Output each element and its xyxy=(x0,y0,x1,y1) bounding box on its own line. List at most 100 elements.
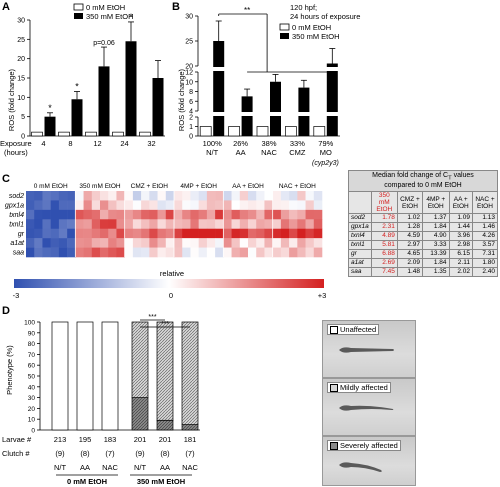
heatmap-cell xyxy=(116,228,125,239)
a-bar-control xyxy=(58,131,70,137)
legend-label-control-b: 0 mM EtOH xyxy=(292,23,331,32)
panel-letter-d: D xyxy=(2,305,10,317)
legend-label-etoh-b: 350 mM EtOH xyxy=(292,32,340,41)
heatmap-row-label: gpx1a xyxy=(5,203,24,210)
legend-swatch-etoh xyxy=(74,13,83,19)
heatmap-cell xyxy=(124,191,134,201)
b-xtick-label: AA xyxy=(236,148,246,157)
heatmap-cell xyxy=(305,191,315,201)
d-ytick-label: 90 xyxy=(28,330,36,337)
heatmap-cell xyxy=(239,238,249,248)
legend-label-control: 0 mM EtOH xyxy=(86,3,125,12)
heatmap-cell xyxy=(231,238,241,248)
heatmap-cell xyxy=(149,209,158,220)
heatmap-cell xyxy=(157,247,167,258)
d-larvae-count: 183 xyxy=(104,435,117,444)
heatmap-cell xyxy=(190,228,199,239)
heatmap-row-label: txnl4 xyxy=(9,212,24,219)
heatmap-cell xyxy=(157,200,167,211)
heatmap-cell xyxy=(26,228,35,239)
d-sig-annotation: *** xyxy=(161,321,169,328)
heatmap-cell xyxy=(239,219,249,230)
table-value-cell: 1.09 xyxy=(448,213,473,224)
heatmap-group-label: NAC + EtOH xyxy=(279,183,316,190)
table-column-header: NAC + EtOH xyxy=(471,191,499,215)
heatmap-cell xyxy=(248,238,257,248)
heatmap-cell xyxy=(198,247,208,258)
heatmap-cell xyxy=(149,228,158,239)
photo-label-severely: Severely affected xyxy=(327,440,401,451)
heatmap-cell xyxy=(174,209,183,220)
heatmap-cell xyxy=(34,200,43,211)
heatmap-cell xyxy=(223,191,232,201)
heatmap-cell xyxy=(26,219,35,230)
heatmap-cell xyxy=(75,238,84,248)
heatmap-cell xyxy=(272,209,282,220)
a-bar-etoh xyxy=(71,99,83,136)
table-gene-cell: gr xyxy=(348,249,372,260)
d-stacked-segment xyxy=(156,321,174,421)
table-value-cell: 4.26 xyxy=(471,231,499,242)
b-pct-label: 33% xyxy=(290,139,305,148)
heatmap-cell xyxy=(75,247,84,258)
heatmap-cell xyxy=(190,191,199,201)
heatmap-group-label: 350 mM EtOH xyxy=(79,183,120,190)
panel-b-subtitle-2: 24 hours of exposure xyxy=(290,12,360,21)
heatmap-cell xyxy=(248,200,257,211)
heatmap-cell xyxy=(58,247,68,258)
heatmap-cell xyxy=(132,200,142,211)
heatmap-cell xyxy=(289,238,298,248)
heatmap-cell xyxy=(239,247,249,258)
heatmap-cell xyxy=(198,219,208,230)
heatmap-cell xyxy=(124,228,134,239)
a-xtick-label: 24 xyxy=(120,139,128,148)
heatmap-cell xyxy=(100,219,109,230)
b-bar-control xyxy=(199,126,212,137)
heatmap-cell xyxy=(280,238,290,248)
heatmap-cell xyxy=(50,209,60,220)
b-bar-control xyxy=(256,126,269,137)
table-gene-cell: gpx1a xyxy=(348,222,372,233)
panel-letter-c: C xyxy=(2,173,10,185)
heatmap-cell xyxy=(165,209,175,220)
heatmap-row-label: sod2 xyxy=(9,193,24,200)
a-xtick-label: 32 xyxy=(147,139,155,148)
d-ytick-label: 10 xyxy=(28,417,36,424)
a-ytick-label: 20 xyxy=(17,56,25,63)
heatmap-cell xyxy=(297,200,306,211)
heatmap-cell xyxy=(248,209,257,220)
heatmap-cell xyxy=(75,209,84,220)
d-stacked-segment xyxy=(156,419,174,431)
b-bar-control xyxy=(285,126,297,137)
colorbar xyxy=(14,279,324,288)
heatmap-cell xyxy=(124,200,134,211)
heatmap-cell xyxy=(157,209,167,220)
a-bar-control xyxy=(112,131,124,137)
a-ytick-label: 5 xyxy=(21,114,25,121)
heatmap-row-label: txnl1 xyxy=(9,221,24,228)
heatmap-cell xyxy=(141,209,150,220)
b-sig-annotation: ** xyxy=(244,6,250,15)
heatmap-cell xyxy=(132,191,142,201)
heatmap-cell xyxy=(91,247,101,258)
heatmap-cell xyxy=(124,209,134,220)
heatmap-cell xyxy=(75,200,84,211)
d-ytick-label: 100 xyxy=(24,320,35,327)
table-value-cell: 1.37 xyxy=(422,213,450,224)
a-annotation: * xyxy=(75,82,79,92)
heatmap-cell xyxy=(50,191,60,201)
heatmap-cell xyxy=(116,191,125,201)
panel-a-xlabel-line1: Exposure xyxy=(0,139,32,148)
heatmap-cell xyxy=(58,209,68,220)
heatmap-cell xyxy=(132,247,142,258)
d-clutch-count: (9) xyxy=(55,449,65,458)
heatmap-cell xyxy=(174,200,183,211)
heatmap-cell xyxy=(100,228,109,239)
b-ytick-label: 25 xyxy=(185,39,193,46)
heatmap-cell xyxy=(190,219,199,230)
d-stacked-segment xyxy=(131,321,149,398)
photo-label-unaffected: Unaffected xyxy=(327,324,380,335)
heatmap-cell xyxy=(272,238,282,248)
b-bar-etoh xyxy=(326,63,338,136)
a-xtick-label: 8 xyxy=(68,139,72,148)
